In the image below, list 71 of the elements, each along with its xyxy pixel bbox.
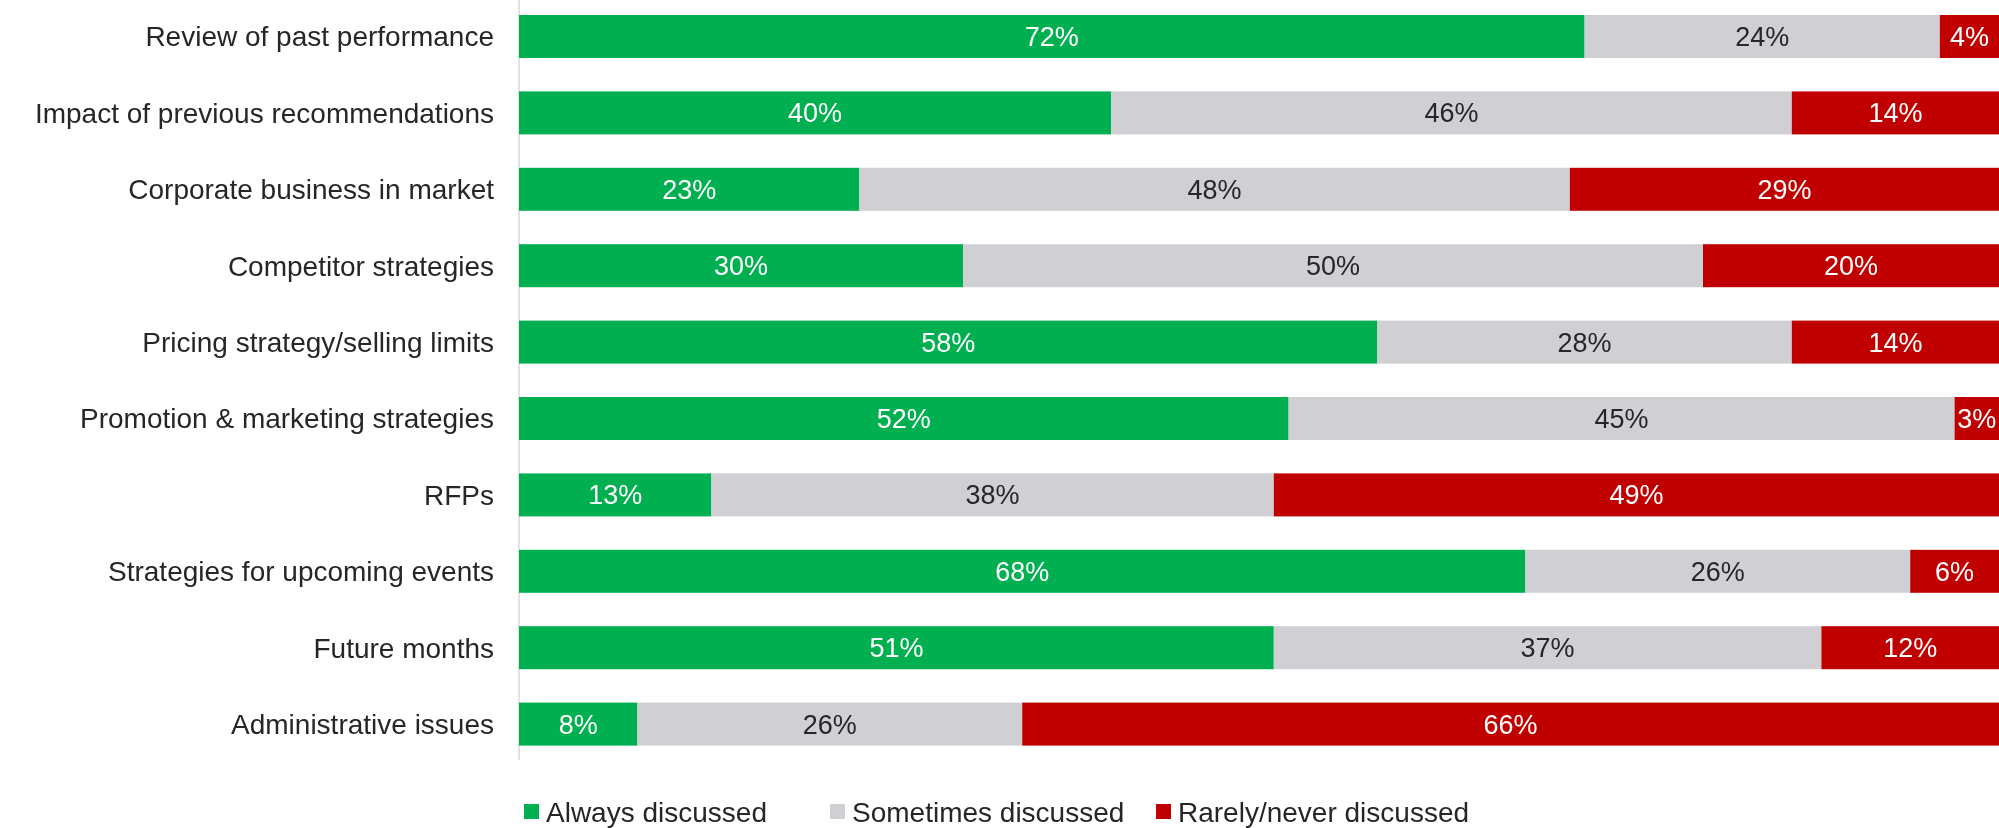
bar	[1791, 91, 1999, 135]
data-label: 48%	[1187, 174, 1242, 205]
data-label: 14%	[1868, 98, 1923, 129]
y-tick-label: Future months	[313, 632, 494, 664]
data-label: 13%	[588, 480, 643, 511]
data-label: 45%	[1594, 403, 1649, 434]
data-label: 24%	[1735, 21, 1790, 52]
bar	[1273, 626, 1822, 670]
data-label: 30%	[713, 251, 769, 282]
data-label: 26%	[1690, 556, 1745, 587]
y-tick-label: Administrative issues	[231, 708, 494, 740]
bar	[1703, 244, 1999, 288]
data-label: 38%	[965, 480, 1020, 511]
bar	[519, 91, 1111, 135]
y-tick-label: Review of past performance	[145, 21, 494, 53]
data-label: 20%	[1823, 251, 1879, 282]
y-tick-label: Impact of previous recommendations	[34, 97, 494, 129]
bar	[519, 320, 1378, 364]
legend-label: Rarely/never discussed	[1178, 796, 1470, 828]
data-label: 26%	[802, 709, 857, 740]
data-label: 23%	[662, 174, 717, 205]
bar	[1910, 549, 1999, 593]
data-label: 4%	[1949, 21, 1989, 52]
bar	[1584, 15, 1940, 58]
bar	[637, 702, 1023, 746]
bar	[1273, 473, 1999, 517]
legend-label: Always discussed	[546, 796, 767, 828]
data-label: 52%	[876, 403, 931, 434]
legend-label: Sometimes discussed	[852, 796, 1125, 828]
bar	[1821, 626, 1999, 670]
data-label: 40%	[787, 98, 843, 129]
y-tick-label: Promotion & marketing strategies	[80, 403, 494, 435]
bar	[1525, 549, 1911, 593]
bar	[1111, 91, 1792, 135]
data-label: 29%	[1757, 174, 1812, 205]
y-tick-label: Strategies for upcoming events	[108, 556, 494, 588]
data-label: 14%	[1868, 327, 1923, 358]
bar	[1377, 320, 1792, 364]
bar	[519, 397, 1289, 440]
bar	[519, 626, 1274, 670]
bar	[519, 15, 1585, 58]
y-tick-label: RFPs	[424, 479, 494, 511]
bar	[859, 167, 1570, 211]
data-label: 28%	[1557, 327, 1612, 358]
bar	[519, 702, 638, 746]
bar	[963, 244, 1703, 288]
data-label: 50%	[1305, 251, 1361, 282]
data-label: 68%	[995, 556, 1050, 587]
y-tick-label: Pricing strategy/selling limits	[142, 326, 494, 358]
bar	[519, 244, 963, 288]
bar	[519, 473, 712, 517]
bar	[519, 549, 1526, 593]
bar	[1022, 702, 1999, 746]
data-label: 58%	[921, 327, 976, 358]
data-label: 3%	[1957, 403, 1997, 434]
data-label: 66%	[1483, 709, 1538, 740]
data-label: 6%	[1935, 556, 1975, 587]
bar	[711, 473, 1274, 517]
data-label: 12%	[1883, 633, 1938, 664]
bar	[1569, 167, 1999, 211]
data-label: 8%	[558, 709, 598, 740]
y-tick-label: Competitor strategies	[227, 250, 494, 282]
data-label: 51%	[869, 633, 924, 664]
data-label: 37%	[1520, 633, 1575, 664]
bar	[1791, 320, 1999, 364]
data-label: 49%	[1609, 480, 1664, 511]
data-label: 72%	[1024, 21, 1079, 52]
data-label: 46%	[1424, 98, 1479, 129]
bar	[1288, 397, 1955, 440]
bar	[519, 167, 860, 211]
y-tick-label: Corporate business in market	[128, 174, 495, 206]
